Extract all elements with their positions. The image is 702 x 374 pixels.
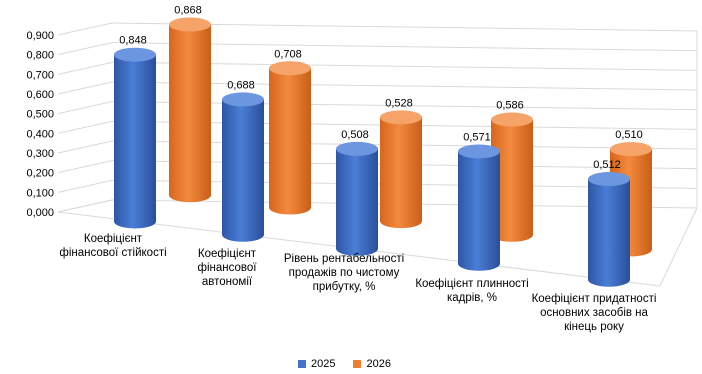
floor-right-edge: [659, 207, 698, 287]
cylinder-top: [380, 110, 422, 125]
cylinder-top: [169, 17, 211, 32]
data-labels: 0,868 0,848 0,708 0,688 0,528 0,508 0,586 0,571…: [119, 5, 643, 172]
y-axis-ticks: 0,000 0,100 0,200 0,300 0,400 0,500 0,600 0,700…: [26, 30, 54, 219]
legend-item-2025: 2025: [298, 358, 335, 370]
y-tick-label: 0,800: [26, 50, 54, 62]
category-label-3: Рівень рентабельності продажів по чистом…: [283, 253, 405, 293]
legend: 2025 2026: [298, 358, 409, 370]
data-label-2026-1: 0,868: [174, 5, 202, 17]
cylinder-body: [491, 119, 533, 242]
y-tick-label: 0,700: [26, 69, 54, 81]
gridline-side: [57, 120, 113, 134]
legend-label-2026: 2026: [366, 358, 391, 370]
category-label-2: Коефіцієнт фінансової автономії: [197, 248, 257, 288]
gridline-side: [57, 179, 113, 193]
bar-2025-2: [222, 92, 264, 242]
y-tick-label: 0,000: [26, 207, 54, 219]
y-tick-label: 0,600: [26, 89, 54, 101]
y-tick-label: 0,500: [26, 109, 54, 121]
y-tick-label: 0,200: [26, 168, 54, 180]
data-label-2026-2: 0,708: [274, 48, 302, 60]
cylinder-body: [458, 151, 500, 271]
data-label-2025-5: 0,512: [593, 159, 621, 171]
floor-left-edge: [57, 199, 113, 213]
cylinder-top: [491, 112, 533, 127]
data-label-2026-3: 0,528: [385, 97, 413, 109]
cylinder-body: [169, 24, 211, 203]
data-label-2025-4: 0,571: [463, 131, 491, 143]
legend-swatch-2026: [353, 360, 362, 368]
cylinder-top: [610, 142, 652, 157]
y-tick-label: 0,900: [26, 30, 54, 42]
cylinder-top: [222, 92, 264, 107]
bar-2025-4: [458, 144, 500, 271]
cylinder-body: [588, 179, 630, 287]
category-label-5: Коефіцієнт придатності основних засобів …: [531, 293, 657, 333]
legend-swatch-2025: [298, 360, 306, 368]
bar-2026-4: [491, 112, 533, 242]
category-label-1: Коефіцієнт фінансової стійкості: [59, 233, 167, 259]
y-tick-label: 0,300: [26, 148, 54, 160]
gridline-side: [57, 42, 113, 56]
y-tick-label: 0,100: [26, 187, 54, 199]
cylinder-body: [269, 68, 311, 215]
bar-2025-3: [336, 141, 378, 256]
y-tick-label: 0,400: [26, 128, 54, 140]
cylinder-top: [336, 141, 378, 156]
cylinder-body: [114, 54, 156, 229]
data-label-2025-1: 0,848: [119, 35, 147, 47]
gridline-side: [57, 101, 113, 115]
cylinder-top: [458, 144, 500, 159]
cylinder-top: [269, 61, 311, 76]
bar-2026-2: [269, 61, 311, 215]
category-label-4: Коефіцієнт плинності кадрів, %: [415, 278, 529, 304]
gridline-side: [57, 140, 113, 154]
gridline-side: [57, 22, 113, 36]
bars: [114, 17, 652, 287]
gridline-side: [57, 160, 113, 174]
bar-2025-5: [588, 172, 630, 287]
cylinder-top: [114, 47, 156, 62]
data-label-2026-5: 0,510: [615, 129, 643, 141]
data-label-2025-2: 0,688: [227, 79, 255, 91]
data-label-2025-3: 0,508: [341, 129, 369, 141]
cylinder-body: [222, 99, 264, 242]
legend-label-2025: 2025: [311, 358, 336, 370]
data-label-2026-4: 0,586: [496, 100, 524, 112]
legend-item-2026: 2026: [353, 358, 391, 370]
gridline-side: [57, 61, 113, 75]
cylinder-body: [336, 148, 378, 256]
cylinder-body: [380, 117, 422, 229]
cylinder-top: [588, 172, 630, 187]
bar-2026-1: [169, 17, 211, 203]
gridline-side: [57, 81, 113, 95]
bar-2025-1: [114, 47, 156, 229]
bar-2026-3: [380, 110, 422, 229]
